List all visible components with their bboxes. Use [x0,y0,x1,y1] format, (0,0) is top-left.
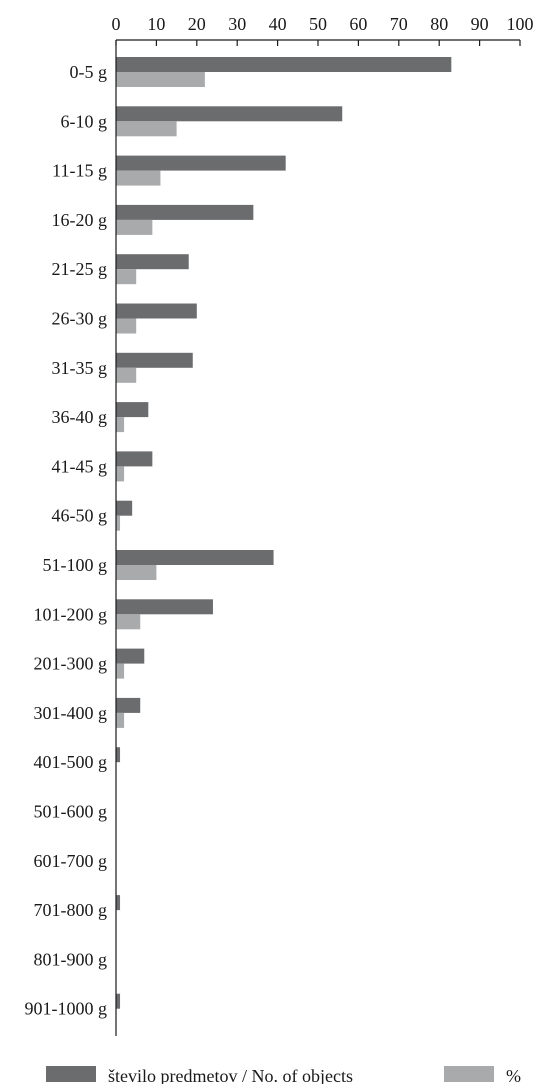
bar-objects [116,451,153,467]
category-label: 21-25 g [52,259,108,279]
category-label: 301-400 g [34,703,108,723]
category-label: 101-200 g [34,604,108,624]
bar-percent [116,663,125,679]
bar-objects [116,402,149,418]
legend-swatch-objects [46,1066,96,1082]
bar-objects [116,599,213,615]
x-axis-ticks: 0 10 20 30 40 50 60 70 80 90 100 [112,14,534,46]
bar-objects [116,697,141,713]
category-label: 26-30 g [52,309,108,329]
category-label: 11-15 g [52,161,107,181]
category-label: 41-45 g [52,456,108,476]
legend-label-objects: število predmetov / No. of objects [108,1066,353,1084]
bar-objects [116,303,197,319]
bar-objects [116,254,189,270]
category-labels: 0-5 g 6-10 g 11-15 g 16-20 g 21-25 g 26-30 g 3… [25,62,108,1019]
bar-percent [116,565,157,580]
legend-label-percent: % [506,1066,521,1084]
chart-bars [116,57,452,1009]
category-label: 46-50 g [52,506,108,526]
bar-objects [116,106,343,122]
bar-objects [116,747,121,763]
category-label: 51-100 g [43,555,108,575]
category-label: 16-20 g [52,210,108,230]
bar-objects [116,57,452,72]
category-label: 36-40 g [52,407,108,427]
x-tick-label: 40 [269,14,287,34]
bar-percent [116,318,137,334]
bar-percent [116,417,125,433]
category-label: 31-35 g [52,358,108,378]
x-tick-label: 0 [112,14,121,34]
bar-objects [116,648,145,664]
x-tick-label: 70 [390,14,408,34]
category-label: 901-1000 g [25,999,108,1019]
category-label: 201-300 g [34,654,108,674]
bar-percent [116,269,137,285]
bar-objects [116,352,193,368]
category-label: 801-900 g [34,949,108,969]
bar-objects [116,550,274,565]
x-tick-label: 20 [188,14,206,34]
category-label: 601-700 g [34,851,108,871]
category-label: 6-10 g [61,111,108,131]
legend-swatch-percent [444,1066,494,1082]
x-tick-label: 100 [507,14,534,34]
bar-percent [116,712,125,728]
x-tick-label: 60 [349,14,367,34]
bar-percent [116,515,121,531]
x-tick-label: 50 [309,14,327,34]
x-tick-label: 30 [228,14,246,34]
bar-percent [116,170,161,186]
bar-objects [116,500,133,516]
bar-percent [116,121,177,137]
bar-percent [116,466,125,482]
category-label: 0-5 g [70,62,108,82]
bar-percent [116,614,141,630]
x-tick-label: 80 [430,14,448,34]
bar-objects [116,895,121,911]
bar-percent [116,219,153,235]
legend: število predmetov / No. of objects % [46,1066,521,1084]
category-label: 401-500 g [34,752,108,772]
bar-percent [116,72,205,87]
bar-percent [116,367,137,383]
bar-objects [116,155,286,171]
category-label: 501-600 g [34,802,108,822]
bar-objects [116,204,254,220]
category-label: 701-800 g [34,900,108,920]
bar-objects [116,993,121,1009]
x-tick-label: 90 [471,14,489,34]
x-tick-label: 10 [147,14,165,34]
